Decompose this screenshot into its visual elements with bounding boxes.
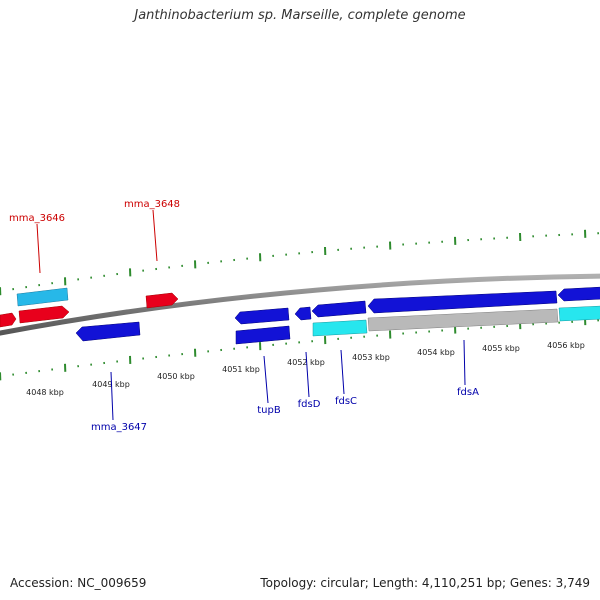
reverse-strand-features bbox=[75, 286, 600, 345]
label-fdsD[interactable]: fdsD bbox=[298, 399, 321, 410]
label-mma-3648[interactable]: mma_3648 bbox=[124, 199, 180, 210]
kbp-axis-labels: 4048 kbp 4049 kbp 4050 kbp 4051 kbp 4052… bbox=[26, 341, 585, 397]
label-tupB[interactable]: tupB bbox=[257, 405, 281, 416]
cds-pseudo-fdsA[interactable] bbox=[367, 308, 559, 332]
leader-fdsC bbox=[340, 349, 345, 395]
cds-arrow-tupB[interactable] bbox=[235, 325, 291, 345]
genome-summary-text: Topology: circular; Length: 4,110,251 bp… bbox=[260, 576, 590, 590]
gene-arrow-mma-3647[interactable] bbox=[75, 321, 141, 342]
leader-mma-3648 bbox=[152, 209, 158, 262]
kbp-label-4050: 4050 kbp bbox=[157, 372, 195, 381]
leader-mma-3646 bbox=[36, 223, 41, 274]
leader-mma-3647 bbox=[110, 371, 114, 421]
kbp-label-4052: 4052 kbp bbox=[287, 358, 325, 367]
gene-arrow-upper-4051[interactable] bbox=[234, 307, 290, 325]
gene-labels: mma_3646 mma_3648 mma_3647 tupB fdsD fds… bbox=[9, 199, 479, 433]
kbp-label-4055: 4055 kbp bbox=[482, 344, 520, 353]
kbp-label-4051: 4051 kbp bbox=[222, 365, 260, 374]
kbp-label-4053: 4053 kbp bbox=[352, 353, 390, 362]
gene-label-leaders bbox=[36, 209, 466, 421]
kbp-label-4056: 4056 kbp bbox=[547, 341, 585, 350]
map-title: Janthinobacterium sp. Marseille, complet… bbox=[134, 8, 466, 23]
gene-arrow-mma-3648[interactable] bbox=[145, 292, 179, 309]
gene-arrow-mma-3646[interactable] bbox=[18, 305, 70, 324]
cds-arrow-mma-3646[interactable] bbox=[16, 287, 69, 307]
gene-arrow-fdsD[interactable] bbox=[294, 306, 312, 321]
kbp-label-4048: 4048 kbp bbox=[26, 388, 64, 397]
gene-arrow-fdsA[interactable] bbox=[367, 290, 558, 314]
forward-strand-features bbox=[0, 287, 179, 328]
label-mma-3646[interactable]: mma_3646 bbox=[9, 213, 65, 224]
leader-fdsD bbox=[305, 351, 310, 398]
gene-arrow-right-edge[interactable] bbox=[557, 286, 600, 302]
leader-fdsA bbox=[463, 339, 466, 386]
gene-arrow-forward[interactable] bbox=[0, 312, 17, 328]
label-fdsA[interactable]: fdsA bbox=[457, 387, 479, 398]
label-fdsC[interactable]: fdsC bbox=[335, 396, 357, 407]
kbp-label-4054: 4054 kbp bbox=[417, 348, 455, 357]
gene-arrow-fdsC[interactable] bbox=[311, 300, 367, 318]
kbp-label-4049: 4049 kbp bbox=[92, 380, 130, 389]
label-mma-3647[interactable]: mma_3647 bbox=[91, 422, 147, 433]
leader-tupB bbox=[263, 355, 269, 404]
upper-tick-row bbox=[0, 229, 600, 296]
accession-text: Accession: NC_009659 bbox=[10, 576, 147, 590]
genome-backbone bbox=[0, 273, 600, 336]
cds-arrow-fdsC[interactable] bbox=[312, 319, 368, 337]
cds-arrow-right-edge[interactable] bbox=[558, 305, 600, 322]
